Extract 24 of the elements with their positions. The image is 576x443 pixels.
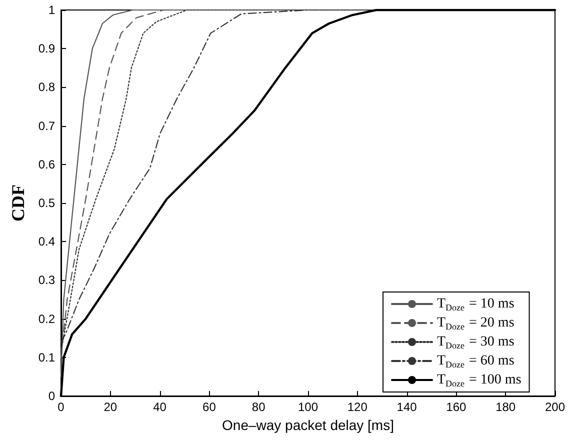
x-tick-label: 200 xyxy=(544,400,566,414)
y-tick-label: 0.5 xyxy=(38,196,56,210)
x-tick-label: 80 xyxy=(252,400,266,414)
y-tick-label: 0.7 xyxy=(38,118,56,133)
y-tick-label: 0.9 xyxy=(38,42,56,56)
y-tick-label: 0.8 xyxy=(38,80,56,94)
y-tick-label: 0.3 xyxy=(38,273,56,288)
x-tick-label: 40 xyxy=(153,400,167,414)
x-tick-label: 20 xyxy=(104,400,118,414)
y-tick-label: 1 xyxy=(48,3,56,17)
x-tick-label: 180 xyxy=(496,400,516,414)
x-tick-label: 60 xyxy=(202,400,216,414)
x-tick-label: 120 xyxy=(347,400,368,414)
x-tick-label: 140 xyxy=(396,400,418,414)
y-tick-label: 0.6 xyxy=(38,157,56,172)
x-tick-label: 100 xyxy=(298,400,318,414)
y-tick-label: 0 xyxy=(48,389,56,403)
y-tick-label: 0.2 xyxy=(38,312,56,326)
x-tick-label: 160 xyxy=(446,400,467,414)
x-tick-label: 0 xyxy=(58,400,65,414)
y-tick-label: 0.4 xyxy=(38,234,56,249)
y-tick-label: 0.1 xyxy=(38,350,56,364)
x-axis-title: One–way packet delay [ms] xyxy=(222,416,394,433)
y-axis-title: CDF xyxy=(8,184,28,222)
